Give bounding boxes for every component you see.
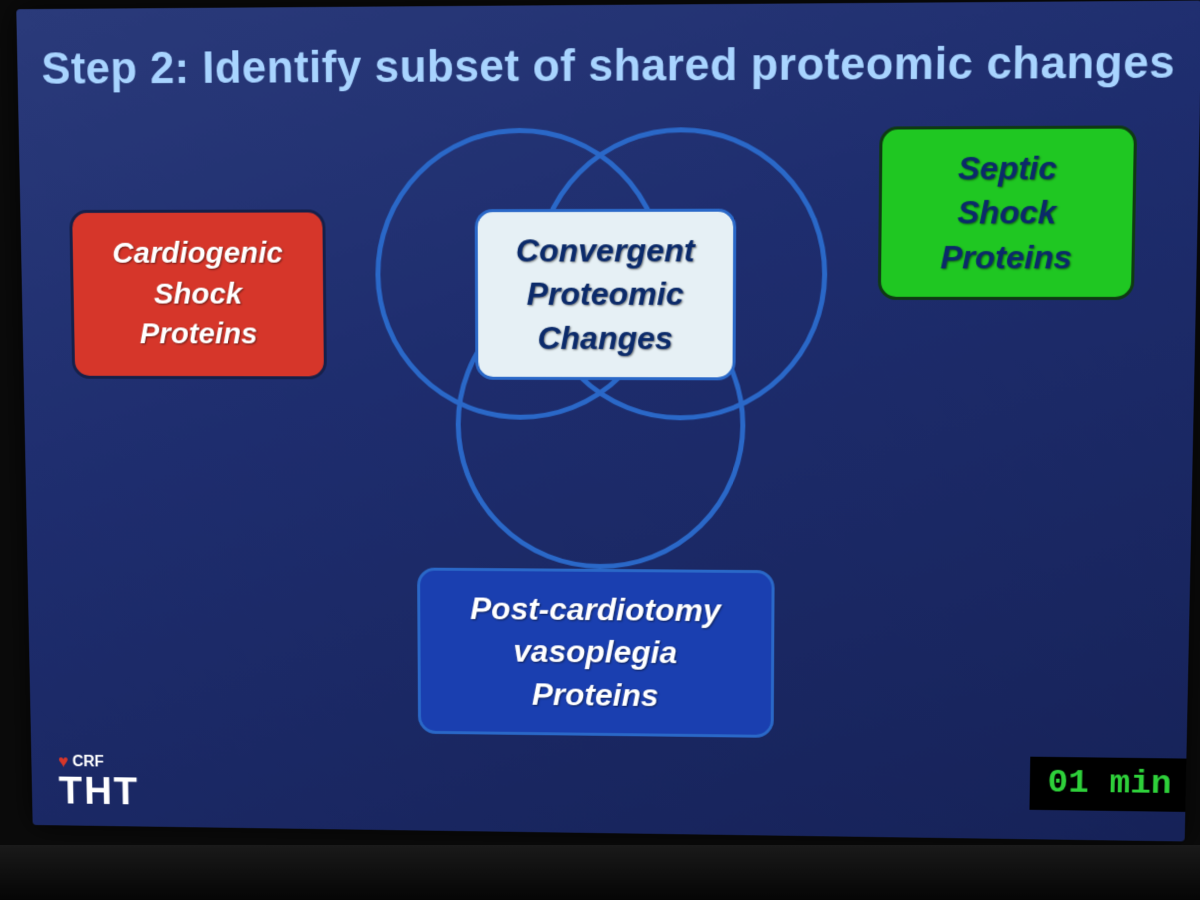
label-septic-shock: SepticShockProteins [878, 125, 1137, 300]
label-text: Post-cardiotomyvasoplegiaProteins [470, 588, 721, 718]
label-post-cardiotomy: Post-cardiotomyvasoplegiaProteins [417, 568, 775, 738]
event-logo: ♥ CRF THT [58, 752, 139, 810]
label-cardiogenic-shock: CardiogenicShockProteins [69, 209, 327, 379]
countdown-timer: 01 min [1029, 757, 1186, 812]
label-text: CardiogenicShockProteins [112, 234, 284, 355]
label-text: ConvergentProteomicChanges [516, 229, 695, 360]
label-text: SepticShockProteins [940, 147, 1073, 280]
screen-bezel [0, 845, 1200, 900]
logo-org-text: CRF [72, 753, 104, 771]
logo-event-text: THT [58, 774, 139, 810]
label-convergent-changes: ConvergentProteomicChanges [475, 209, 737, 381]
heart-icon: ♥ [58, 752, 69, 772]
slide-title: Step 2: Identify subset of shared proteo… [17, 37, 1200, 95]
presentation-slide: Step 2: Identify subset of shared proteo… [16, 1, 1200, 842]
